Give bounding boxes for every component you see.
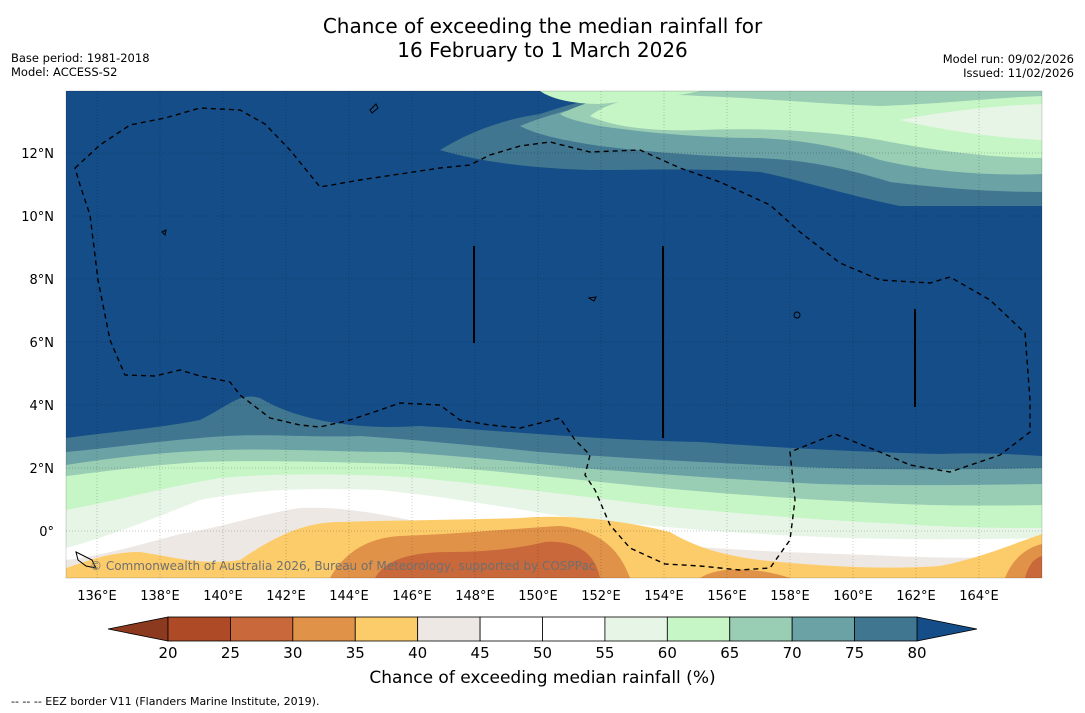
eez-border [74,107,1031,571]
north-band-40 [540,91,700,104]
lon-label: 160°E [833,589,873,604]
colorbar-tick-label: 20 [158,644,177,662]
model-run: Model run: 09/02/2026 [942,52,1074,66]
lat-label: 0° [39,525,54,540]
map-frame [65,90,1043,579]
latitude-labels: 12°N 10°N 8°N 6°N 4°N 2°N 0° [21,147,54,540]
graticule [66,91,1042,578]
colorbar-upper-extension [916,616,978,642]
lon-label: 158°E [770,589,810,604]
lon-label: 138°E [140,589,180,604]
band-30-east [1025,556,1042,578]
lon-label: 150°E [518,589,558,604]
colorbar: 20 25 30 35 40 45 50 55 60 65 70 75 80 [107,616,978,662]
north-band-60 [590,94,1042,158]
colorbar-tick-label: 80 [907,644,926,662]
colorbar-tick-label: 60 [658,644,677,662]
lon-label: 144°E [329,589,369,604]
colorbar-cell [479,616,543,642]
colorbar-tick-label: 70 [783,644,802,662]
north-band-55 [900,104,1042,140]
band-30 [375,541,600,578]
colorbar-cell [230,616,294,642]
right-metadata: Model run: 09/02/2026 Issued: 11/02/2026 [943,52,1074,80]
colorbar-tick-label: 30 [283,644,302,662]
colorbar-cell [542,616,606,642]
meridian-markers [473,246,916,438]
colorbar-cell [854,616,918,642]
colorbar-lower-extension [107,616,169,642]
colorbar-tick-label: 25 [221,644,240,662]
left-metadata: Base period: 1981-2018 Model: ACCESS-S2 [11,51,150,79]
colorbar-tick-label: 45 [471,644,490,662]
colorbar-title: Chance of exceeding median rainfall (%) [369,668,716,688]
lat-label: 10°N [21,210,54,225]
colorbar-tick-label: 65 [720,644,739,662]
colorbar-tick-label: 50 [533,644,552,662]
colorbar-cell [666,616,731,642]
map-area [66,91,1042,578]
colorbar-tick-label: 40 [408,644,427,662]
model-name: Model: ACCESS-S2 [11,65,118,79]
lat-label: 6°N [30,336,55,351]
issued-date: Issued: 11/02/2026 [963,66,1074,80]
lon-label: 164°E [959,589,999,604]
lon-label: 136°E [77,589,117,604]
colorbar-cell [354,616,419,642]
lat-label: 4°N [30,399,55,414]
base-period: Base period: 1981-2018 [11,51,150,65]
lat-label: 2°N [30,462,55,477]
lon-label: 154°E [644,589,684,604]
lon-label: 152°E [581,589,621,604]
lon-label: 140°E [203,589,243,604]
lon-label: 142°E [266,589,306,604]
lon-label: 156°E [707,589,747,604]
title-line-2: 16 February to 1 March 2026 [397,38,688,62]
lon-label: 162°E [896,589,936,604]
colorbar-cell [729,616,793,642]
title-line-1: Chance of exceeding the median rainfall … [322,14,763,38]
colorbar-tick-label: 75 [845,644,864,662]
colorbar-cell [604,616,668,642]
colorbar-cell [167,616,231,642]
colorbar-cell [791,616,855,642]
lon-label: 148°E [455,589,495,604]
copyright-credit: © Commonwealth of Australia 2026, Bureau… [90,559,596,573]
lat-label: 8°N [30,273,55,288]
lon-label: 146°E [392,589,432,604]
islands [75,103,801,569]
colorbar-cell [417,616,481,642]
colorbar-tick-label: 35 [346,644,365,662]
colorbar-tick-label: 55 [595,644,614,662]
map-title: Chance of exceeding the median rainfall … [0,14,1085,62]
colorbar-cell [292,616,356,642]
eez-footnote: -- -- -- EEZ border V11 (Flanders Marine… [11,695,320,708]
lat-label: 12°N [21,147,54,162]
longitude-labels: 136°E 138°E 140°E 142°E 144°E 146°E 148°… [77,589,999,604]
